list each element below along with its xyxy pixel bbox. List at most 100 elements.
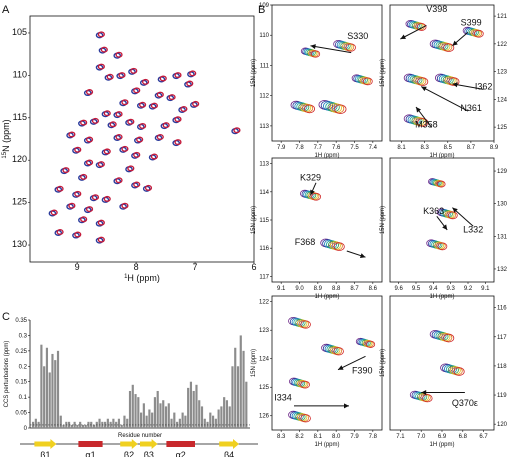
y-tick-label: 112 (259, 94, 269, 100)
peak-red (56, 229, 64, 236)
arrow-head (338, 365, 344, 370)
x-tick-label: 9.1 (481, 286, 490, 292)
x-tick-label: 9.1 (277, 286, 286, 292)
y-tick-label: 120 (497, 422, 508, 428)
contour-peak (311, 192, 322, 201)
bar (126, 418, 129, 428)
x-tick-label: 8.2 (295, 434, 304, 440)
x-tick-label: 9.2 (464, 286, 473, 292)
panel-b6: 7.1 7.0 6.9 6.8 6.7 116 117 118 119 120 Q370ε 15N (… (380, 295, 508, 448)
bar (170, 418, 173, 428)
panel-b3-frame (271, 157, 383, 283)
x-tick-label: 9 (75, 262, 80, 272)
shift-arrow (420, 86, 469, 112)
x-axis-label: Residue number (118, 433, 162, 439)
peak-red (141, 78, 150, 85)
panel-a-frame (29, 15, 255, 263)
residue-label: F368 (295, 237, 316, 247)
arrow-head (442, 224, 448, 230)
bar (184, 415, 187, 428)
y-tick-label: 114 (259, 190, 269, 196)
contour-peak (300, 380, 311, 389)
peak-red (118, 72, 126, 79)
panel-b1: 7.9 7.8 7.7 7.6 7.5 7.4 109 110 111 112 113 S330 15N… (251, 3, 383, 159)
residue-label: I362 (475, 81, 493, 91)
y-tick-label: 122 (259, 300, 270, 306)
x-axis-label: 1H (ppm) (429, 153, 454, 159)
y-tick-label: 118 (497, 364, 507, 370)
y-tick-label: 129 (497, 169, 508, 175)
arrow-head (452, 207, 458, 213)
bar (181, 412, 184, 428)
bar (209, 412, 212, 428)
y-tick-label: 113 (259, 162, 269, 168)
peak-red (144, 184, 153, 191)
arrow-head (359, 253, 366, 258)
panel-b5-frame (271, 295, 383, 431)
arrow-head (421, 389, 427, 395)
bar (40, 344, 43, 428)
peak-red (156, 134, 164, 141)
x-tick-label: 9.5 (412, 286, 421, 292)
panel-letter-a: A (2, 4, 10, 16)
x-axis-label: 1H (ppm) (124, 273, 160, 283)
panel-b6-frame (389, 295, 495, 431)
peak-red (74, 146, 82, 153)
peak-red (150, 153, 158, 160)
bar (106, 418, 109, 428)
structure-label: β2 (124, 450, 134, 457)
peak-red (103, 110, 111, 117)
x-tick-label: 8.9 (314, 286, 323, 292)
panel-c: 0 0.05 0.1 0.15 0.2 0.25 0.3 0.35 CCS perturbati… (4, 318, 258, 457)
y-tick-label: 132 (497, 267, 508, 273)
y-tick-label: 115 (13, 112, 27, 122)
x-tick-label: 8.3 (277, 434, 286, 440)
peak-red (121, 99, 129, 106)
peak-red (133, 87, 141, 94)
y-axis-label: 15N (ppm) (380, 59, 386, 87)
x-tick-label: 9.0 (295, 286, 304, 292)
peak-red (115, 177, 123, 184)
peak-red (50, 209, 58, 216)
peak-red (97, 161, 105, 168)
contour-peak (334, 104, 347, 114)
y-tick-label: 125 (259, 385, 270, 391)
bar (115, 421, 118, 428)
residue-label: S330 (347, 31, 368, 41)
bar (178, 418, 181, 428)
y-axis-label: 15N (ppm) (251, 206, 257, 234)
x-tick-label: 7.8 (295, 145, 304, 151)
y-axis-label: 15N (ppm) (251, 59, 257, 87)
bar (84, 424, 87, 428)
peak-red (74, 231, 82, 238)
y-tick-label: 105 (12, 27, 27, 37)
bar (198, 400, 201, 428)
residue-label: V398 (426, 4, 447, 14)
peak-red (186, 80, 194, 87)
peak-red (74, 190, 82, 197)
bar (189, 381, 193, 428)
structure-label: β1 (40, 450, 50, 457)
y-tick-label: 123 (259, 328, 270, 334)
arrow-head (344, 403, 349, 409)
contour-peak (447, 211, 458, 220)
peak-red (56, 185, 64, 192)
peak-red (180, 106, 188, 113)
x-tick-label: 8.5 (444, 145, 453, 151)
bar (159, 403, 162, 428)
bar (140, 412, 143, 428)
contour-peak (333, 242, 345, 251)
y-tick-label: 120 (12, 154, 27, 164)
residue-label: S399 (461, 17, 482, 27)
x-axis-label: 1H (ppm) (429, 294, 454, 300)
x-axis-label: 1H (ppm) (314, 294, 339, 300)
peak-red (189, 70, 197, 77)
peak-red (103, 148, 111, 155)
bar (187, 387, 190, 428)
bar (242, 350, 245, 428)
peak-red (80, 216, 88, 223)
bar (142, 403, 145, 428)
x-tick-label: 7.5 (350, 145, 359, 151)
x-tick-label: 7.9 (277, 145, 286, 151)
